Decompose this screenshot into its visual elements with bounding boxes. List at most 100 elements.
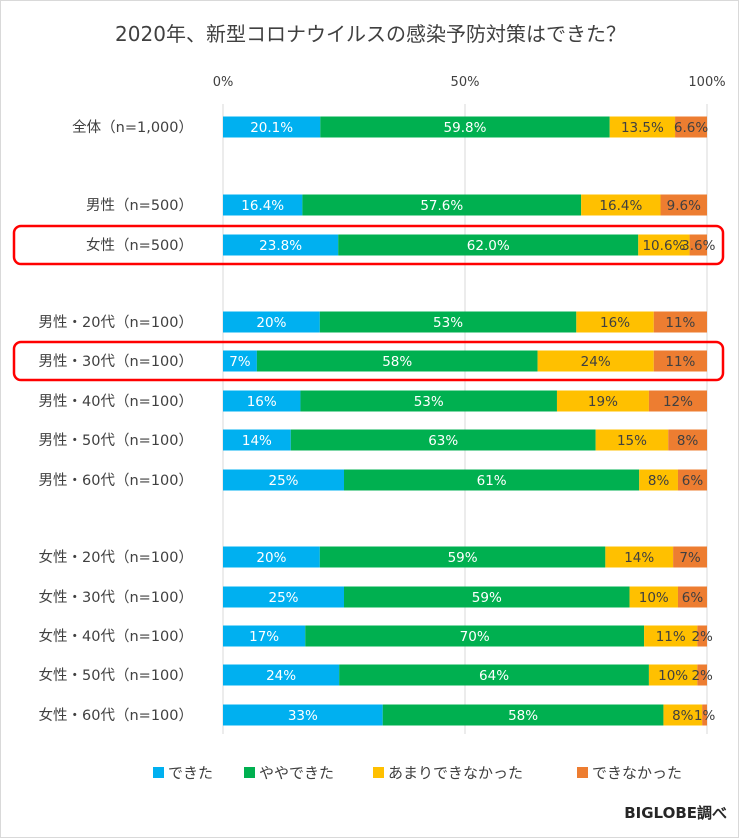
- category-label: 男性・30代（n=100）: [39, 353, 193, 370]
- data-label: 25%: [268, 590, 298, 606]
- data-label: 24%: [581, 354, 611, 370]
- data-label: 1%: [694, 708, 716, 724]
- data-label: 8%: [672, 708, 694, 724]
- bar-segment: [319, 311, 577, 333]
- bar-segment: [223, 625, 306, 647]
- legend-swatch: [373, 767, 384, 778]
- data-label: 7%: [229, 354, 251, 370]
- data-label: 2%: [691, 629, 713, 645]
- data-label: 7%: [679, 550, 701, 566]
- data-label: 8%: [677, 433, 699, 449]
- bar-segment: [537, 350, 654, 372]
- data-label: 64%: [479, 668, 509, 684]
- data-label: 10%: [658, 668, 688, 684]
- data-label: 59%: [472, 590, 502, 606]
- bar-segment: [663, 704, 703, 726]
- data-label: 33%: [288, 708, 318, 724]
- legend-swatch: [153, 767, 164, 778]
- category-label: 男性・20代（n=100）: [39, 314, 193, 331]
- bar-segment: [223, 429, 291, 451]
- source-credit: BIGLOBE調べ: [624, 804, 727, 822]
- bar-segment: [223, 311, 320, 333]
- data-label: 61%: [477, 473, 507, 489]
- data-label: 62.0%: [467, 238, 510, 254]
- x-tick-label: 50%: [451, 75, 480, 90]
- data-label: 16%: [247, 394, 277, 410]
- data-label: 10.6%: [642, 238, 685, 254]
- data-label: 58%: [382, 354, 412, 370]
- legend-label: ややできた: [259, 764, 334, 782]
- bar-segment: [581, 194, 661, 216]
- bar-segment: [668, 429, 707, 451]
- x-tick-label: 100%: [688, 75, 725, 90]
- data-label: 15%: [617, 433, 647, 449]
- bar-segment: [300, 390, 557, 412]
- data-label: 25%: [268, 473, 298, 489]
- bar-segment: [302, 194, 582, 216]
- data-label: 63%: [428, 433, 458, 449]
- bar-segment: [256, 350, 538, 372]
- legend-swatch: [577, 767, 588, 778]
- highlight-box: [12, 224, 725, 266]
- data-label: 11%: [656, 629, 686, 645]
- bar-segment: [605, 546, 674, 568]
- bar-segment: [609, 116, 676, 138]
- bar-segment: [595, 429, 669, 451]
- legend-swatch: [244, 767, 255, 778]
- category-label: 女性・60代（n=100）: [39, 706, 193, 724]
- data-label: 14%: [624, 550, 654, 566]
- data-label: 6.6%: [674, 120, 708, 136]
- highlight-box: [12, 340, 725, 382]
- bar-segment: [702, 704, 707, 726]
- data-label: 11%: [665, 354, 695, 370]
- bar-segment: [644, 625, 698, 647]
- data-label: 6%: [682, 590, 704, 606]
- bar-segment: [675, 116, 707, 138]
- bar-segment: [677, 469, 707, 491]
- bar-segment: [697, 625, 707, 647]
- bar-segment: [319, 546, 606, 568]
- bar-segment: [223, 586, 344, 608]
- bar-segment: [556, 390, 649, 412]
- category-label: 女性・20代（n=100）: [39, 548, 193, 566]
- bar-segment: [638, 234, 690, 256]
- bar-segment: [338, 234, 639, 256]
- category-label: 男性・60代（n=100）: [39, 472, 193, 489]
- bar-segment: [344, 586, 630, 608]
- data-label: 24%: [266, 668, 296, 684]
- category-label: 全体（n=1,000）: [72, 118, 193, 136]
- data-label: 8%: [648, 473, 670, 489]
- data-label: 53%: [414, 394, 444, 410]
- data-label: 3.6%: [681, 238, 715, 254]
- bar-segment: [697, 664, 707, 686]
- bar-segment: [290, 429, 596, 451]
- data-label: 13.5%: [621, 120, 664, 136]
- bar-segment: [223, 469, 344, 491]
- bar-segment: [653, 311, 707, 333]
- bar-segment: [344, 469, 640, 491]
- data-label: 6%: [682, 473, 704, 489]
- bar-segment: [673, 546, 707, 568]
- data-label: 17%: [249, 629, 279, 645]
- bar-segment: [677, 586, 707, 608]
- chart-title: 2020年、新型コロナウイルスの感染予防対策はできた？: [115, 22, 626, 46]
- legend-label: できた: [168, 764, 213, 782]
- data-label: 59%: [448, 550, 478, 566]
- data-label: 57.6%: [420, 198, 463, 214]
- data-label: 12%: [663, 394, 693, 410]
- bar-segment: [660, 194, 707, 216]
- data-label: 16%: [600, 315, 630, 331]
- data-label: 20%: [256, 550, 286, 566]
- bar-segment: [629, 586, 678, 608]
- legend-label: あまりできなかった: [388, 764, 523, 782]
- data-label: 14%: [242, 433, 272, 449]
- data-label: 11%: [665, 315, 695, 331]
- data-label: 19%: [588, 394, 618, 410]
- category-label: 男性（n=500）: [86, 197, 193, 214]
- bar-segment: [223, 194, 303, 216]
- bar-segment: [382, 704, 664, 726]
- data-label: 53%: [433, 315, 463, 331]
- category-label: 男性・40代（n=100）: [39, 393, 193, 410]
- bar-segment: [223, 390, 301, 412]
- bar-segment: [320, 116, 610, 138]
